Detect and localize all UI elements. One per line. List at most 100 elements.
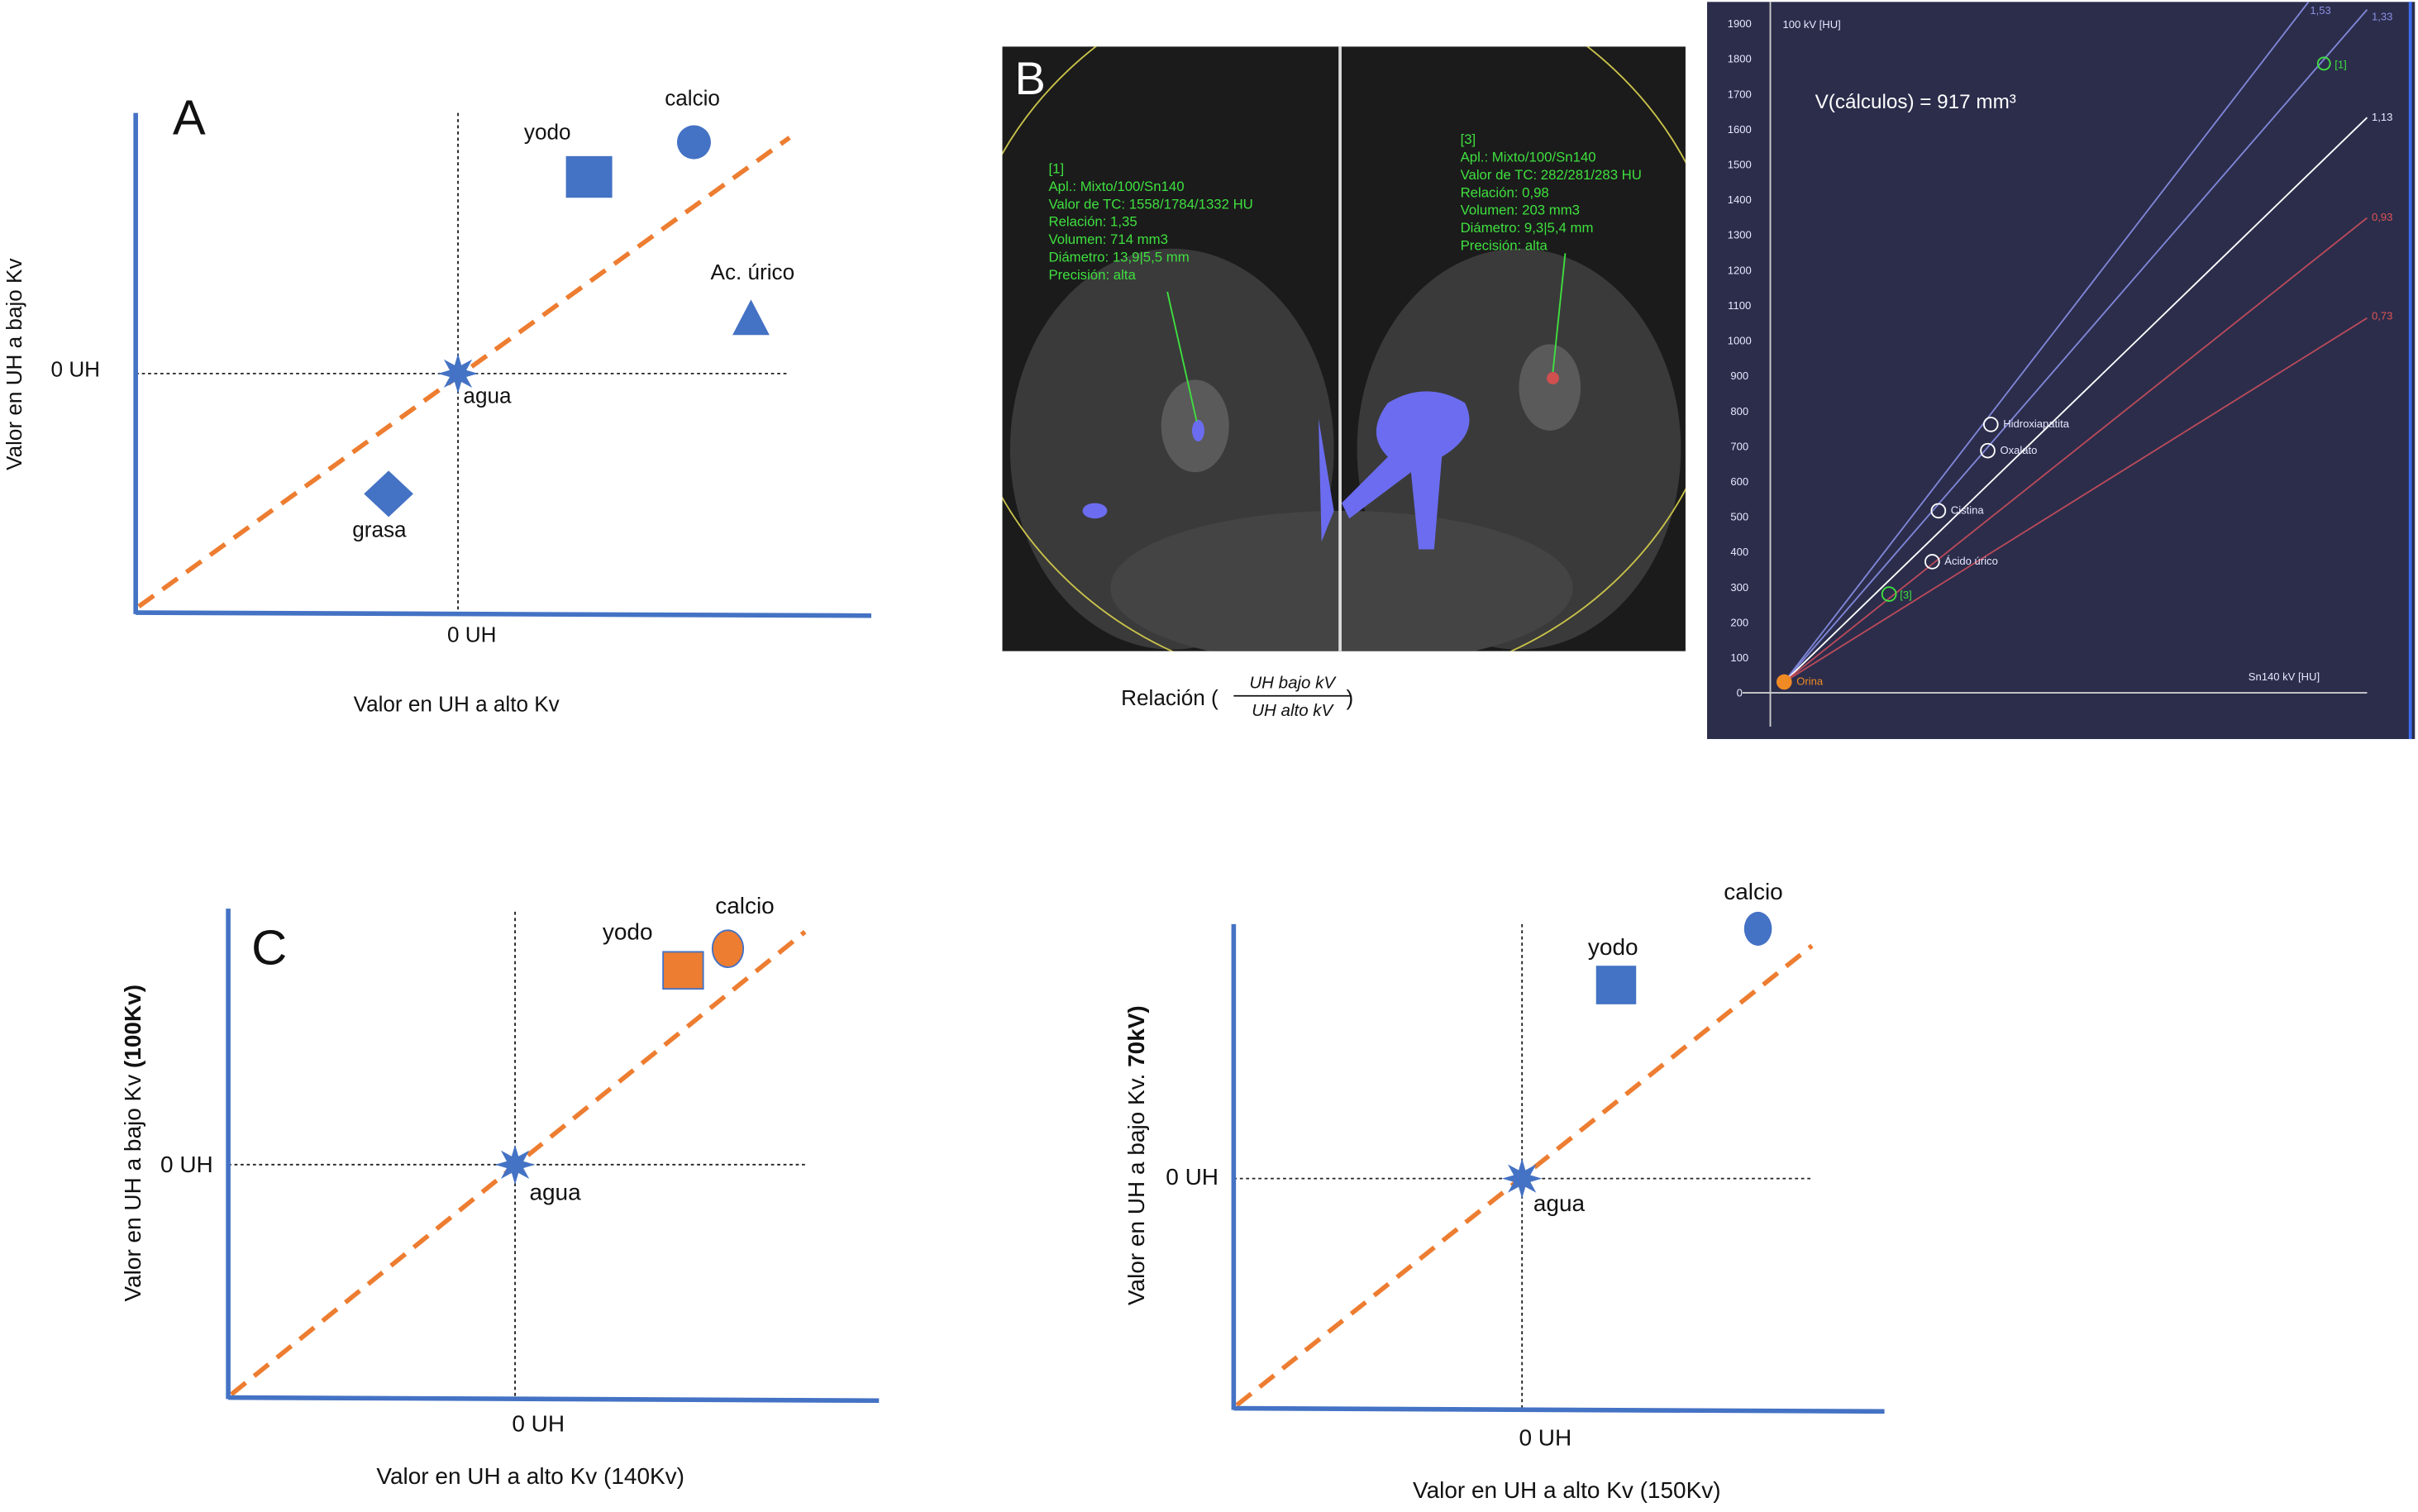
y-tick-label: 0	[1737, 687, 1743, 699]
x-axis	[228, 1395, 880, 1404]
y-tick-label: 1300	[1728, 229, 1752, 241]
marker	[676, 125, 711, 160]
ct-annotation: Apl.: Mixto/100/Sn140 Valor de TC: 282/28…	[1461, 149, 1642, 253]
y-tick-label: 300	[1730, 581, 1748, 594]
y-tick-label: 100	[1730, 651, 1748, 664]
point-label: yodo	[603, 918, 653, 944]
x-zero: 0 UH	[1519, 1424, 1571, 1450]
y-axis-label-text: Valor en UH a bajo Kv	[120, 1068, 145, 1301]
panel-label: A	[173, 90, 206, 145]
panel-label: C	[251, 919, 287, 975]
ct-annotation: Apl.: Mixto/100/Sn140 Valor de TC: 1558/1…	[1048, 179, 1252, 283]
x-axis	[136, 610, 871, 618]
marker	[1924, 554, 1940, 570]
marker	[1595, 966, 1637, 1004]
marker	[1743, 911, 1772, 946]
line-label: 1,33	[2372, 11, 2392, 23]
marker	[437, 353, 479, 394]
line-label: 1,13	[2372, 111, 2392, 123]
ct-anatomy	[1002, 46, 1686, 651]
y-tick-label: 1500	[1728, 159, 1752, 171]
ct-annotation-title: [1]	[1048, 160, 1064, 176]
y-tick-label: 600	[1730, 475, 1748, 488]
y-zero: 0 UH	[51, 357, 101, 382]
ct-annotation-line: Diámetro: 13,9|5,5 mm	[1048, 250, 1189, 265]
y-tick-label: 1700	[1728, 88, 1752, 100]
point-label: calcio	[1724, 879, 1783, 904]
point-label: Cistina	[1951, 504, 1985, 517]
x-axis-title: Sn140 kV [HU]	[2249, 670, 2320, 683]
ratio-plot: 1,53 1,33 1,13 0,93 0,73 100 kV [HU] Sn1…	[1707, 1, 2416, 739]
identity-line	[137, 136, 791, 608]
y-axis-label-bold: 70kV)	[1123, 1005, 1149, 1067]
marker	[1776, 674, 1792, 690]
x-axis-label: Valor en UH a alto Kv (150Kv)	[1413, 1477, 1721, 1503]
point-label: agua	[463, 383, 512, 408]
point-label: calcio	[715, 893, 775, 918]
y-ticks: 0 100 200 300 400 500 600 700 800 900 1000 1100 1200…	[1728, 17, 1752, 699]
plot-background	[1707, 2, 2416, 739]
ct-annotation-line: Precisión: alta	[1461, 238, 1548, 254]
point-label: Oxalato	[2000, 444, 2037, 456]
ratio-line	[1783, 9, 2368, 683]
y-tick-label: 200	[1730, 616, 1748, 628]
y-tick-label: 800	[1730, 405, 1748, 417]
marker	[1881, 586, 1897, 602]
y-tick-label: 900	[1730, 370, 1748, 382]
panel-a: A 0 UH 0 UH Valor en UH a alto Kv Valor …	[2, 85, 871, 716]
x-axis	[1233, 1405, 1885, 1414]
y-tick-label: 700	[1730, 440, 1748, 452]
y-tick-label: 1000	[1728, 335, 1752, 347]
marker	[565, 155, 613, 198]
y-axis-label-bold: (100Kv)	[120, 985, 145, 1068]
caption: Relación (	[1121, 685, 1219, 710]
y-axis-label: Valor en UH a bajo Kv. 70kV)	[1123, 1005, 1149, 1305]
marker	[1930, 503, 1947, 519]
ct-annotation-line: Volumen: 714 mm3	[1048, 231, 1167, 247]
point-label: Hidroxiapatita	[2003, 417, 2070, 430]
marker	[2316, 56, 2331, 71]
marker	[364, 470, 413, 518]
ct-annotation-title: [3]	[1461, 131, 1476, 147]
ct-annotation-line: Valor de TC: 282/281/283 HU	[1461, 167, 1642, 183]
denominator: UH alto kV	[1252, 701, 1334, 720]
point-label: Orina	[1796, 675, 1824, 688]
ct-annotation-line: Diámetro: 9,3|5,4 mm	[1461, 220, 1594, 236]
point-label: yodo	[1588, 934, 1638, 960]
ct-annotation-line: Apl.: Mixto/100/Sn140	[1048, 179, 1184, 194]
marker	[494, 1144, 536, 1185]
y-zero: 0 UH	[1166, 1164, 1219, 1190]
line-label: 0,93	[2372, 211, 2392, 223]
point-label: grasa	[352, 518, 407, 542]
ct-annotation-line: Apl.: Mixto/100/Sn140	[1461, 149, 1596, 165]
numerator: UH bajo kV	[1249, 673, 1337, 692]
marker	[732, 299, 770, 336]
point-label: agua	[529, 1180, 581, 1205]
ct-annotation-line: Precisión: alta	[1048, 267, 1136, 283]
marker	[711, 929, 745, 968]
line-label: 0,73	[2372, 310, 2392, 322]
panel-label: B	[1014, 52, 1045, 104]
ct-annotation-line: Relación: 1,35	[1048, 214, 1137, 230]
point-label: agua	[1533, 1190, 1586, 1216]
ct-annotation-line: Volumen: 203 mm3	[1461, 203, 1580, 218]
point-label: yodo	[524, 119, 571, 144]
y-axis-label: Valor en UH a bajo Kv	[2, 258, 26, 470]
y-tick-label: 1400	[1728, 193, 1752, 206]
y-zero: 0 UH	[160, 1152, 213, 1177]
y-axis-label-text: Valor en UH a bajo Kv.	[1123, 1067, 1149, 1305]
y-tick-label: 1100	[1728, 299, 1751, 312]
point-label: calcio	[665, 85, 720, 110]
panel-d: 0 UH 0 UH Valor en UH a alto Kv (150Kv) …	[1123, 879, 1885, 1503]
y-tick-label: 1800	[1728, 53, 1752, 65]
ratio-line	[1783, 117, 2368, 683]
caption: )	[1347, 685, 1354, 710]
ratio-line	[1783, 217, 2368, 683]
y-tick-label: 1200	[1728, 264, 1752, 276]
volume: V(cálculos) = 917 mm³	[1815, 91, 2016, 113]
y-axis-label: Valor en UH a bajo Kv (100Kv)	[120, 985, 145, 1301]
marker	[662, 951, 704, 990]
x-zero: 0 UH	[512, 1411, 565, 1437]
y-axis-title: 100 kV [HU]	[1782, 18, 1840, 31]
